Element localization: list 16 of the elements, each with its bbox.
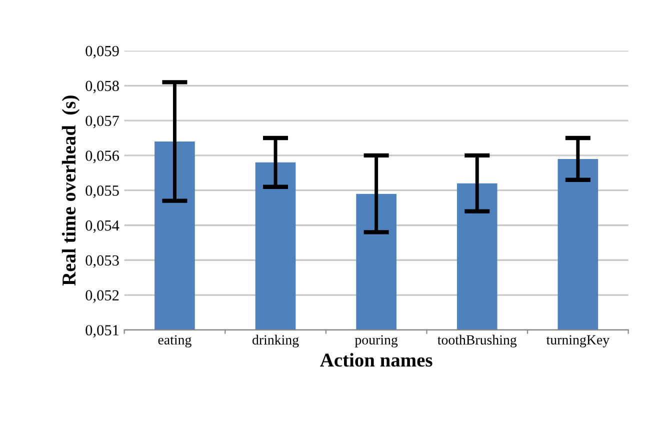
x-tick-label: pouring xyxy=(354,335,398,348)
y-axis-title: Real time overhead (s) xyxy=(62,96,80,286)
x-tick-label: turningKey xyxy=(546,335,610,348)
x-tick-label: drinking xyxy=(252,334,299,348)
y-tick-label: 0,055 xyxy=(86,185,119,198)
y-tick-label: 0,052 xyxy=(86,290,119,303)
y-tick-label: 0,053 xyxy=(86,255,119,268)
y-tick-label: 0,056 xyxy=(86,150,120,164)
y-tick-label: 0,058 xyxy=(86,80,119,94)
x-tick-label: eating xyxy=(158,335,192,348)
x-axis-title: Action names xyxy=(320,352,432,367)
y-tick-label: 0,054 xyxy=(86,220,120,233)
x-tick-label: toothBrushing xyxy=(438,334,517,348)
y-tick-label: 0,057 xyxy=(86,116,120,128)
y-tick-label: 0,059 xyxy=(86,46,119,58)
y-tick-label: 0,051 xyxy=(86,325,119,338)
